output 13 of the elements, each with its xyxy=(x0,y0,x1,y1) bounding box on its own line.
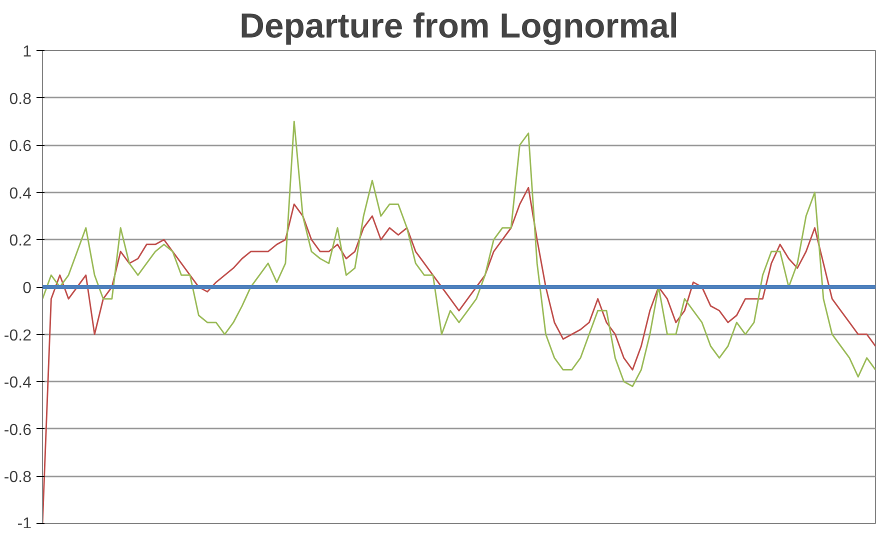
y-tick-label: 0 xyxy=(22,280,32,297)
y-tick-label: -0.2 xyxy=(4,327,32,344)
y-tick-label: -0.6 xyxy=(4,422,32,439)
line-series xyxy=(42,120,876,388)
y-tick-label: 0.8 xyxy=(9,90,32,108)
y-tick-label: 0.6 xyxy=(9,138,32,156)
chart-title: Departure from Lognormal xyxy=(239,8,679,46)
y-tick-label: 0.2 xyxy=(9,232,32,250)
y-tick-label: 0.4 xyxy=(9,185,32,202)
y-tick-label: -0.4 xyxy=(4,374,32,392)
y-tick-label: -0.8 xyxy=(4,469,32,486)
line-series xyxy=(42,186,876,524)
y-tick-label: 1 xyxy=(22,44,32,60)
